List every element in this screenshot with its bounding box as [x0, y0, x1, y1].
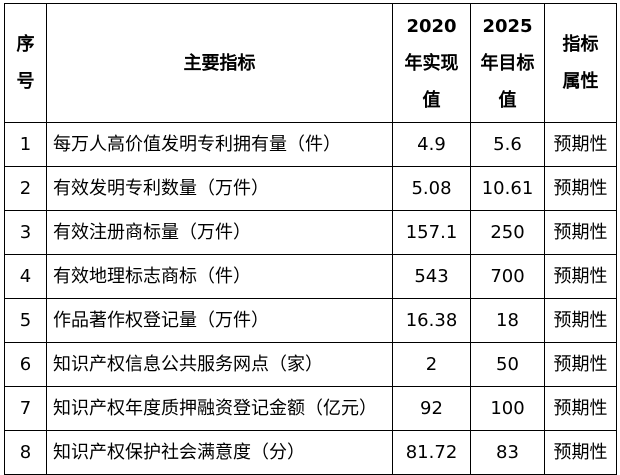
row-value-2025: 50 [470, 342, 545, 387]
header-value-2025-line-1: 2025 [482, 15, 533, 37]
header-value-2025-line-3: 值 [498, 89, 517, 111]
row-indicator: 有效注册商标量（万件） [46, 210, 393, 255]
table-row: 1 每万人高价值发明专利拥有量（件） 4.9 5.6 预期性 [4, 122, 617, 167]
indicators-table: 序 号 主要指标 2020 年实现 值 2025 年目标 值 指标 属性 1 每… [4, 3, 617, 475]
row-attribute: 预期性 [544, 166, 617, 211]
header-value-2020-line-2: 年实现 [404, 52, 459, 74]
row-index: 7 [4, 386, 47, 431]
header-value-2025: 2025 年目标 值 [470, 3, 545, 123]
header-value-2020-line-3: 值 [422, 89, 441, 111]
row-value-2020: 92 [392, 386, 471, 431]
table-row: 4 有效地理标志商标（件） 543 700 预期性 [4, 254, 617, 299]
header-value-2025-line-2: 年目标 [480, 52, 535, 74]
row-indicator: 有效发明专利数量（万件） [46, 166, 393, 211]
row-value-2020: 81.72 [392, 430, 471, 475]
table-row: 3 有效注册商标量（万件） 157.1 250 预期性 [4, 210, 617, 255]
row-attribute: 预期性 [544, 298, 617, 343]
table-row: 6 知识产权信息公共服务网点（家） 2 50 预期性 [4, 342, 617, 387]
row-attribute: 预期性 [544, 210, 617, 255]
row-index: 8 [4, 430, 47, 475]
row-value-2020: 5.08 [392, 166, 471, 211]
header-index-line-2: 号 [16, 71, 35, 92]
row-attribute: 预期性 [544, 342, 617, 387]
row-value-2025: 83 [470, 430, 545, 475]
row-value-2025: 18 [470, 298, 545, 343]
row-attribute: 预期性 [544, 386, 617, 431]
row-indicator: 有效地理标志商标（件） [46, 254, 393, 299]
row-index: 6 [4, 342, 47, 387]
row-index: 1 [4, 122, 47, 167]
row-value-2020: 16.38 [392, 298, 471, 343]
header-attribute: 指标 属性 [544, 3, 617, 123]
header-attribute-line-2: 属性 [562, 71, 599, 92]
row-attribute: 预期性 [544, 254, 617, 299]
row-value-2025: 700 [470, 254, 545, 299]
header-attribute-line-1: 指标 [562, 34, 599, 55]
row-indicator: 知识产权信息公共服务网点（家） [46, 342, 393, 387]
table-row: 7 知识产权年度质押融资登记金额（亿元） 92 100 预期性 [4, 386, 617, 431]
row-index: 3 [4, 210, 47, 255]
row-value-2025: 5.6 [470, 122, 545, 167]
row-index: 4 [4, 254, 47, 299]
header-row: 序 号 主要指标 2020 年实现 值 2025 年目标 值 指标 属性 [4, 3, 617, 123]
table-row: 8 知识产权保护社会满意度（分） 81.72 83 预期性 [4, 430, 617, 475]
row-indicator: 知识产权保护社会满意度（分） [46, 430, 393, 475]
row-indicator: 知识产权年度质押融资登记金额（亿元） [46, 386, 393, 431]
row-value-2020: 4.9 [392, 122, 471, 167]
row-value-2020: 157.1 [392, 210, 471, 255]
row-index: 5 [4, 298, 47, 343]
row-indicator: 作品著作权登记量（万件） [46, 298, 393, 343]
row-value-2025: 100 [470, 386, 545, 431]
header-value-2020: 2020 年实现 值 [392, 3, 471, 123]
header-indicator: 主要指标 [46, 3, 393, 123]
row-value-2020: 543 [392, 254, 471, 299]
row-value-2025: 250 [470, 210, 545, 255]
header-value-2020-line-1: 2020 [406, 15, 457, 37]
row-indicator: 每万人高价值发明专利拥有量（件） [46, 122, 393, 167]
table-row: 2 有效发明专利数量（万件） 5.08 10.61 预期性 [4, 166, 617, 211]
header-index-line-1: 序 [16, 34, 35, 55]
row-value-2025: 10.61 [470, 166, 545, 211]
table-row: 5 作品著作权登记量（万件） 16.38 18 预期性 [4, 298, 617, 343]
header-index: 序 号 [4, 3, 47, 123]
row-attribute: 预期性 [544, 122, 617, 167]
row-attribute: 预期性 [544, 430, 617, 475]
row-index: 2 [4, 166, 47, 211]
row-value-2020: 2 [392, 342, 471, 387]
